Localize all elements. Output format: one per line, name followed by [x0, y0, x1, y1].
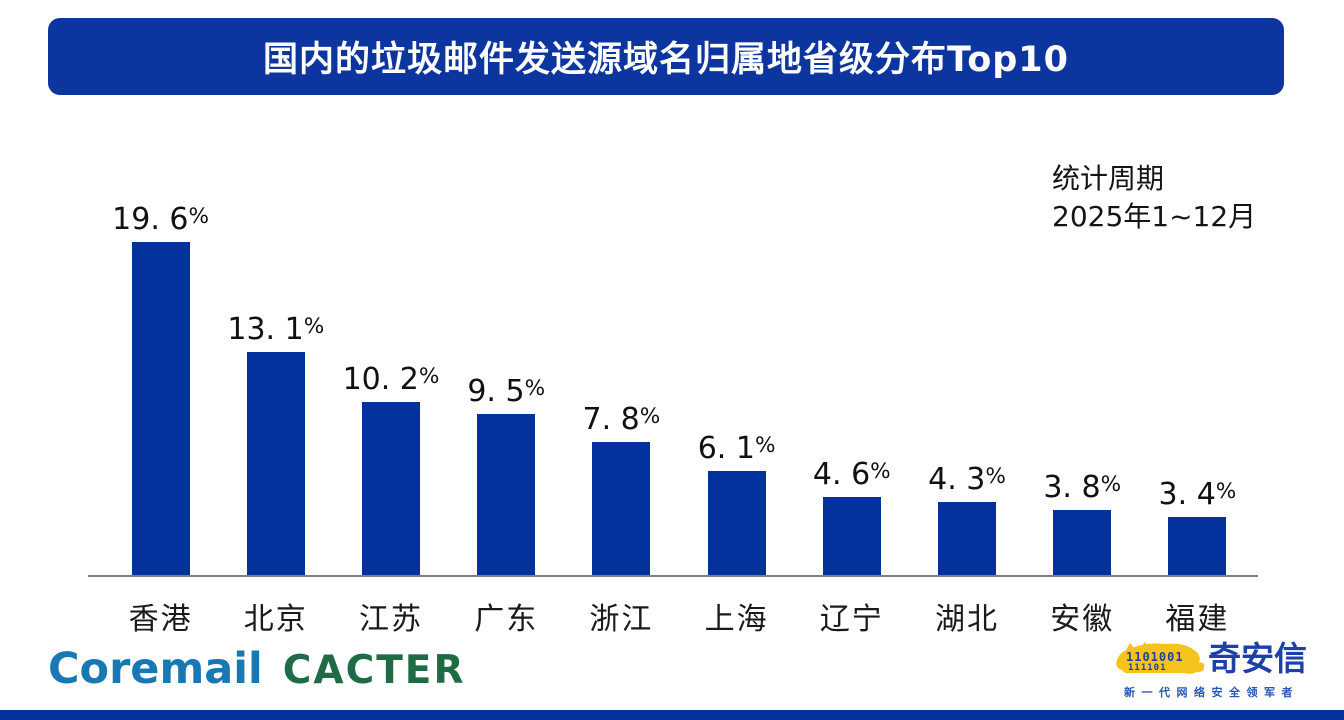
- category-label: 江苏: [359, 602, 423, 637]
- qianxin-tiger-icon: 1101001 111101: [1112, 640, 1206, 678]
- chart-title-banner: 国内的垃圾邮件发送源域名归属地省级分布Top10: [48, 18, 1284, 95]
- bar-column: 19. 6%: [103, 190, 218, 575]
- bar: [938, 502, 997, 575]
- statistics-period-range: 2025年1~12月: [1052, 200, 1257, 233]
- bar-column: 13. 1%: [218, 190, 333, 575]
- bar-value-label: 3. 8%: [1043, 470, 1122, 505]
- qianxin-logo: 1101001 111101 奇安信 新一代网络安全领军者: [1112, 640, 1312, 700]
- category-label: 浙江: [589, 602, 654, 637]
- bar: [1053, 510, 1112, 575]
- cacter-wordmark: CACTER: [282, 648, 466, 693]
- category-label: 北京: [243, 602, 308, 637]
- bar-value-label: 19. 6%: [112, 202, 210, 237]
- qianxin-tagline: 新一代网络安全领军者: [1124, 686, 1299, 699]
- bar-value-label: 13. 1%: [227, 312, 325, 347]
- bar-chart-plot-area: 19. 6% 13. 1% 10. 2% 9. 5% 7. 8% 6. 1% 4. 6% 4.…: [103, 190, 1255, 575]
- x-axis-line: [88, 575, 1258, 577]
- coremail-cacter-logo: Coremail CACTER: [48, 644, 465, 694]
- bar-column: 7. 8%: [564, 190, 679, 575]
- x-axis-category-labels: 香港 北京 江苏 广东 浙江 上海 辽宁 湖北 安徽 福建: [103, 594, 1255, 638]
- qianxin-wordmark: 奇安信: [1208, 639, 1307, 678]
- bar: [362, 402, 420, 575]
- bar-value-label: 4. 3%: [928, 462, 1006, 497]
- bar-value-label: 3. 4%: [1158, 477, 1237, 512]
- bottom-accent-strip: [0, 710, 1344, 720]
- bar: [477, 414, 536, 575]
- bar-value-label: 10. 2%: [342, 362, 440, 397]
- statistics-period-label: 统计周期: [1052, 162, 1165, 195]
- bar-value-label: 7. 8%: [582, 402, 661, 437]
- bar-value-label: 9. 5%: [467, 374, 546, 409]
- bar-column: 10. 2%: [333, 190, 448, 575]
- bar-column: 3. 4%: [1140, 190, 1255, 575]
- bar-column: 3. 8%: [1025, 190, 1140, 575]
- bar-column: 4. 3%: [909, 190, 1024, 575]
- statistics-period: 统计周期 2025年1~12月: [1052, 160, 1256, 236]
- coremail-wordmark: Coremail: [48, 644, 263, 694]
- category-label: 广东: [474, 602, 539, 637]
- bar: [131, 242, 190, 575]
- svg-text:111101: 111101: [1128, 663, 1167, 673]
- category-label: 福建: [1165, 602, 1230, 637]
- bar: [707, 471, 766, 575]
- bar-value-label: 6. 1%: [697, 431, 776, 466]
- bar-value-label: 4. 6%: [812, 457, 891, 492]
- bar-column: 9. 5%: [449, 190, 564, 575]
- bar: [592, 442, 651, 575]
- bar: [246, 352, 305, 575]
- category-label: 辽宁: [819, 602, 884, 637]
- svg-text:1101001: 1101001: [1126, 650, 1184, 664]
- bar: [822, 497, 881, 575]
- bar-column: 6. 1%: [679, 190, 794, 575]
- bar-column: 4. 6%: [794, 190, 909, 575]
- category-label: 安徽: [1050, 602, 1115, 637]
- category-label: 上海: [704, 602, 769, 637]
- bar: [1168, 517, 1227, 575]
- category-label: 香港: [128, 602, 193, 637]
- chart-title: 国内的垃圾邮件发送源域名归属地省级分布Top10: [262, 40, 1070, 80]
- category-label: 湖北: [935, 602, 1000, 637]
